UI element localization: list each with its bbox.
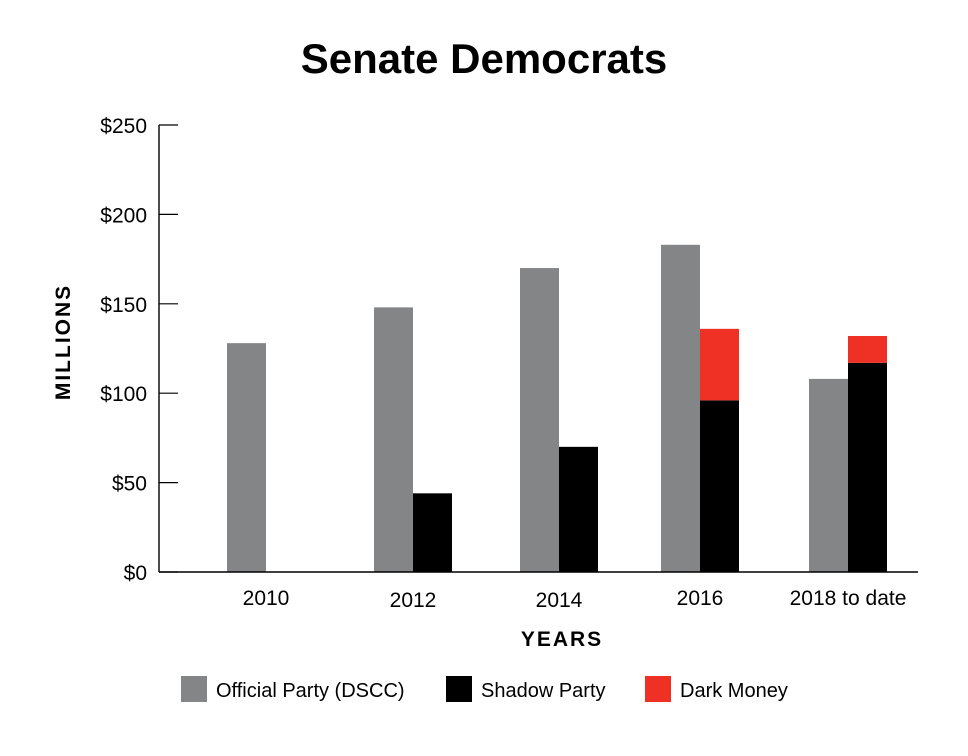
x-tick-label: 2014 [536,589,583,612]
y-axis-title: MILLIONS [52,284,75,400]
bar-dark-money-2016 [700,328,739,401]
legend-swatch [181,676,207,702]
x-tick-label: 2016 [677,587,724,610]
bar-shadow-party-2018 [848,362,887,572]
legend-label: Shadow Party [481,680,606,702]
legend-swatch [446,676,472,702]
bar-official-party-dscc-2014 [520,268,559,572]
y-tick-label: $100 [100,383,147,406]
bar-shadow-party-2016 [700,400,739,572]
bar-official-party-dscc-2018 [809,378,848,572]
y-tick-label: $250 [100,115,147,138]
y-tick-label: $50 [112,473,147,496]
legend: Official Party (DSCC) Shadow Party Dark Mo… [181,676,788,702]
chart-title: Senate Democrats [301,35,668,82]
bar-shadow-party-2012 [413,493,452,572]
bar-official-party-dscc-2010 [227,343,266,572]
x-tick-label: 2010 [243,587,290,610]
x-axis-title: YEARS [521,628,603,651]
y-tick-label: $0 [124,562,147,585]
bar-dark-money-2018 [848,335,887,363]
bar-official-party-dscc-2016 [661,244,700,572]
bar-shadow-party-2014 [559,446,598,572]
y-tick-label: $150 [100,294,147,317]
y-tick-label: $200 [100,204,147,227]
legend-label: Dark Money [680,680,788,702]
x-tick-label: 2018 to date [790,587,907,610]
x-axis-labels: 2010 2012 2014 2016 2018 to date [243,587,907,612]
bars [227,244,887,572]
axes [158,125,918,573]
legend-swatch [645,676,671,702]
y-axis-ticks: $0 $50 $100 $150 $200 $250 [100,115,178,585]
bar-official-party-dscc-2012 [374,307,413,572]
legend-label: Official Party (DSCC) [216,680,405,702]
x-tick-label: 2012 [390,589,437,612]
